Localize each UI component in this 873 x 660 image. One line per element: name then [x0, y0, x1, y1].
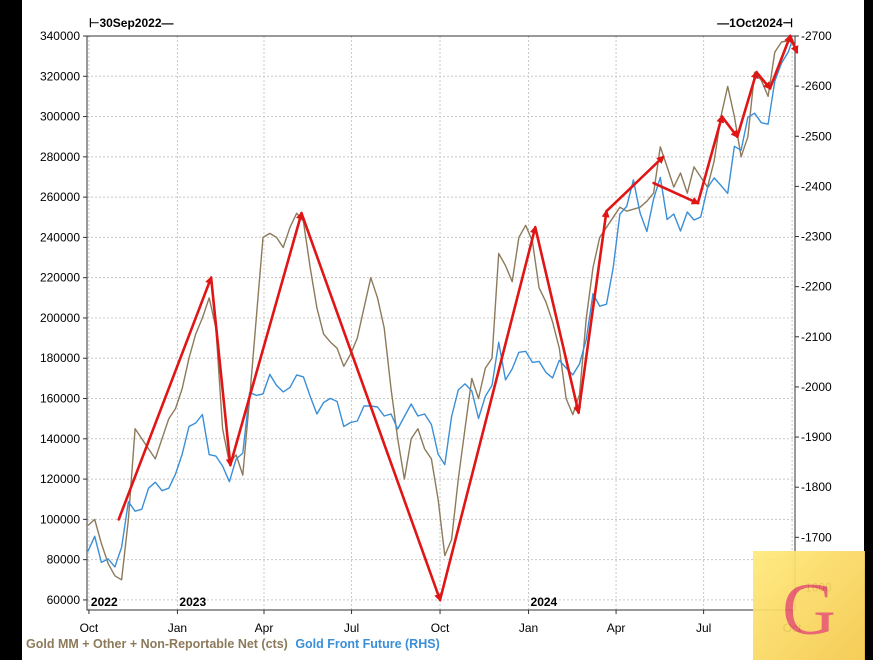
y-right-tick-label: -2000	[801, 380, 832, 394]
y-left-tick-label: 200000	[40, 311, 80, 325]
annotation-arrow	[696, 114, 725, 205]
logo-letter: G	[782, 569, 836, 651]
y-right-tick-label: -2600	[801, 79, 832, 93]
year-label: 2022	[91, 595, 118, 609]
end-date-stamp: —1Oct2024⊣	[717, 16, 793, 30]
series-line-gold-future	[87, 40, 793, 568]
annotation-arrow	[533, 226, 582, 415]
y-right-tick-label: -2300	[801, 230, 832, 244]
year-label: 2024	[531, 595, 558, 609]
y-right-tick-label: -2100	[801, 330, 832, 344]
annotation-arrow	[768, 34, 792, 90]
y-left-tick-label: 240000	[40, 230, 80, 244]
annotation-arrow	[577, 209, 610, 414]
y-left-tick-label: 320000	[40, 69, 80, 83]
y-left-tick-label: 160000	[40, 392, 80, 406]
annotation-arrow	[229, 211, 304, 467]
annotation-arrow	[788, 34, 799, 54]
annotation-arrow	[652, 181, 700, 205]
x-tick-label: Jan	[168, 621, 187, 635]
y-left-tick-label: 340000	[40, 29, 80, 43]
y-left-tick-label: 180000	[40, 351, 80, 365]
y-right-tick-label: -2500	[801, 129, 832, 143]
y-right-tick-label: -2700	[801, 29, 832, 43]
series-line-net-positions	[87, 39, 793, 581]
y-right-tick-label: -1900	[801, 430, 832, 444]
annotation-arrow	[438, 225, 538, 602]
y-left-tick-label: 60000	[47, 593, 81, 607]
x-tick-label: Jul	[696, 621, 711, 635]
logo: G	[753, 551, 865, 660]
y-right-tick-label: -2400	[801, 179, 832, 193]
legend-item-net-positions: Gold MM + Other + Non-Reportable Net (ct…	[26, 637, 288, 651]
plot-area	[87, 36, 795, 610]
y-left-tick-label: 260000	[40, 190, 80, 204]
annotation-arrow	[605, 155, 665, 213]
chart-frame: 60000 80000 100000 120000 140000 160000 180000…	[22, 0, 864, 660]
x-tick-label: Apr	[255, 621, 274, 635]
y-right-tick-label: -1800	[801, 480, 832, 494]
chart-svg: 60000 80000 100000 120000 140000 160000 180000…	[40, 16, 832, 635]
annotation-arrow	[720, 115, 739, 139]
x-tick-label: Oct	[80, 621, 99, 635]
y-left-tick-label: 100000	[40, 512, 80, 526]
y-left-tick-label: 140000	[40, 432, 80, 446]
annotation-arrow	[755, 70, 772, 90]
annotation-arrow	[209, 276, 234, 467]
y-left-tick-label: 220000	[40, 271, 80, 285]
y-left-tick-label: 80000	[47, 553, 81, 567]
annotation-arrow	[735, 70, 759, 139]
annotation-arrow	[300, 211, 442, 602]
y-left-tick-label: 120000	[40, 472, 80, 486]
plot-border	[86, 35, 796, 611]
x-tick-label: Jan	[519, 621, 538, 635]
x-tick-label: Jul	[344, 621, 359, 635]
y-right-tick-label: -1700	[801, 530, 832, 544]
y-right-tick-label: -2200	[801, 280, 832, 294]
year-label: 2023	[179, 595, 206, 609]
legend: Gold MM + Other + Non-Reportable Net (ct…	[26, 637, 440, 651]
y-left-tick-label: 300000	[40, 110, 80, 124]
start-date-stamp: ⊢30Sep2022—	[89, 16, 174, 30]
legend-item-gold-future: Gold Front Future (RHS)	[295, 637, 440, 651]
y-left-tick-label: 280000	[40, 150, 80, 164]
annotation-arrow	[117, 275, 213, 521]
x-tick-label: Apr	[607, 621, 626, 635]
x-tick-label: Oct	[431, 621, 450, 635]
